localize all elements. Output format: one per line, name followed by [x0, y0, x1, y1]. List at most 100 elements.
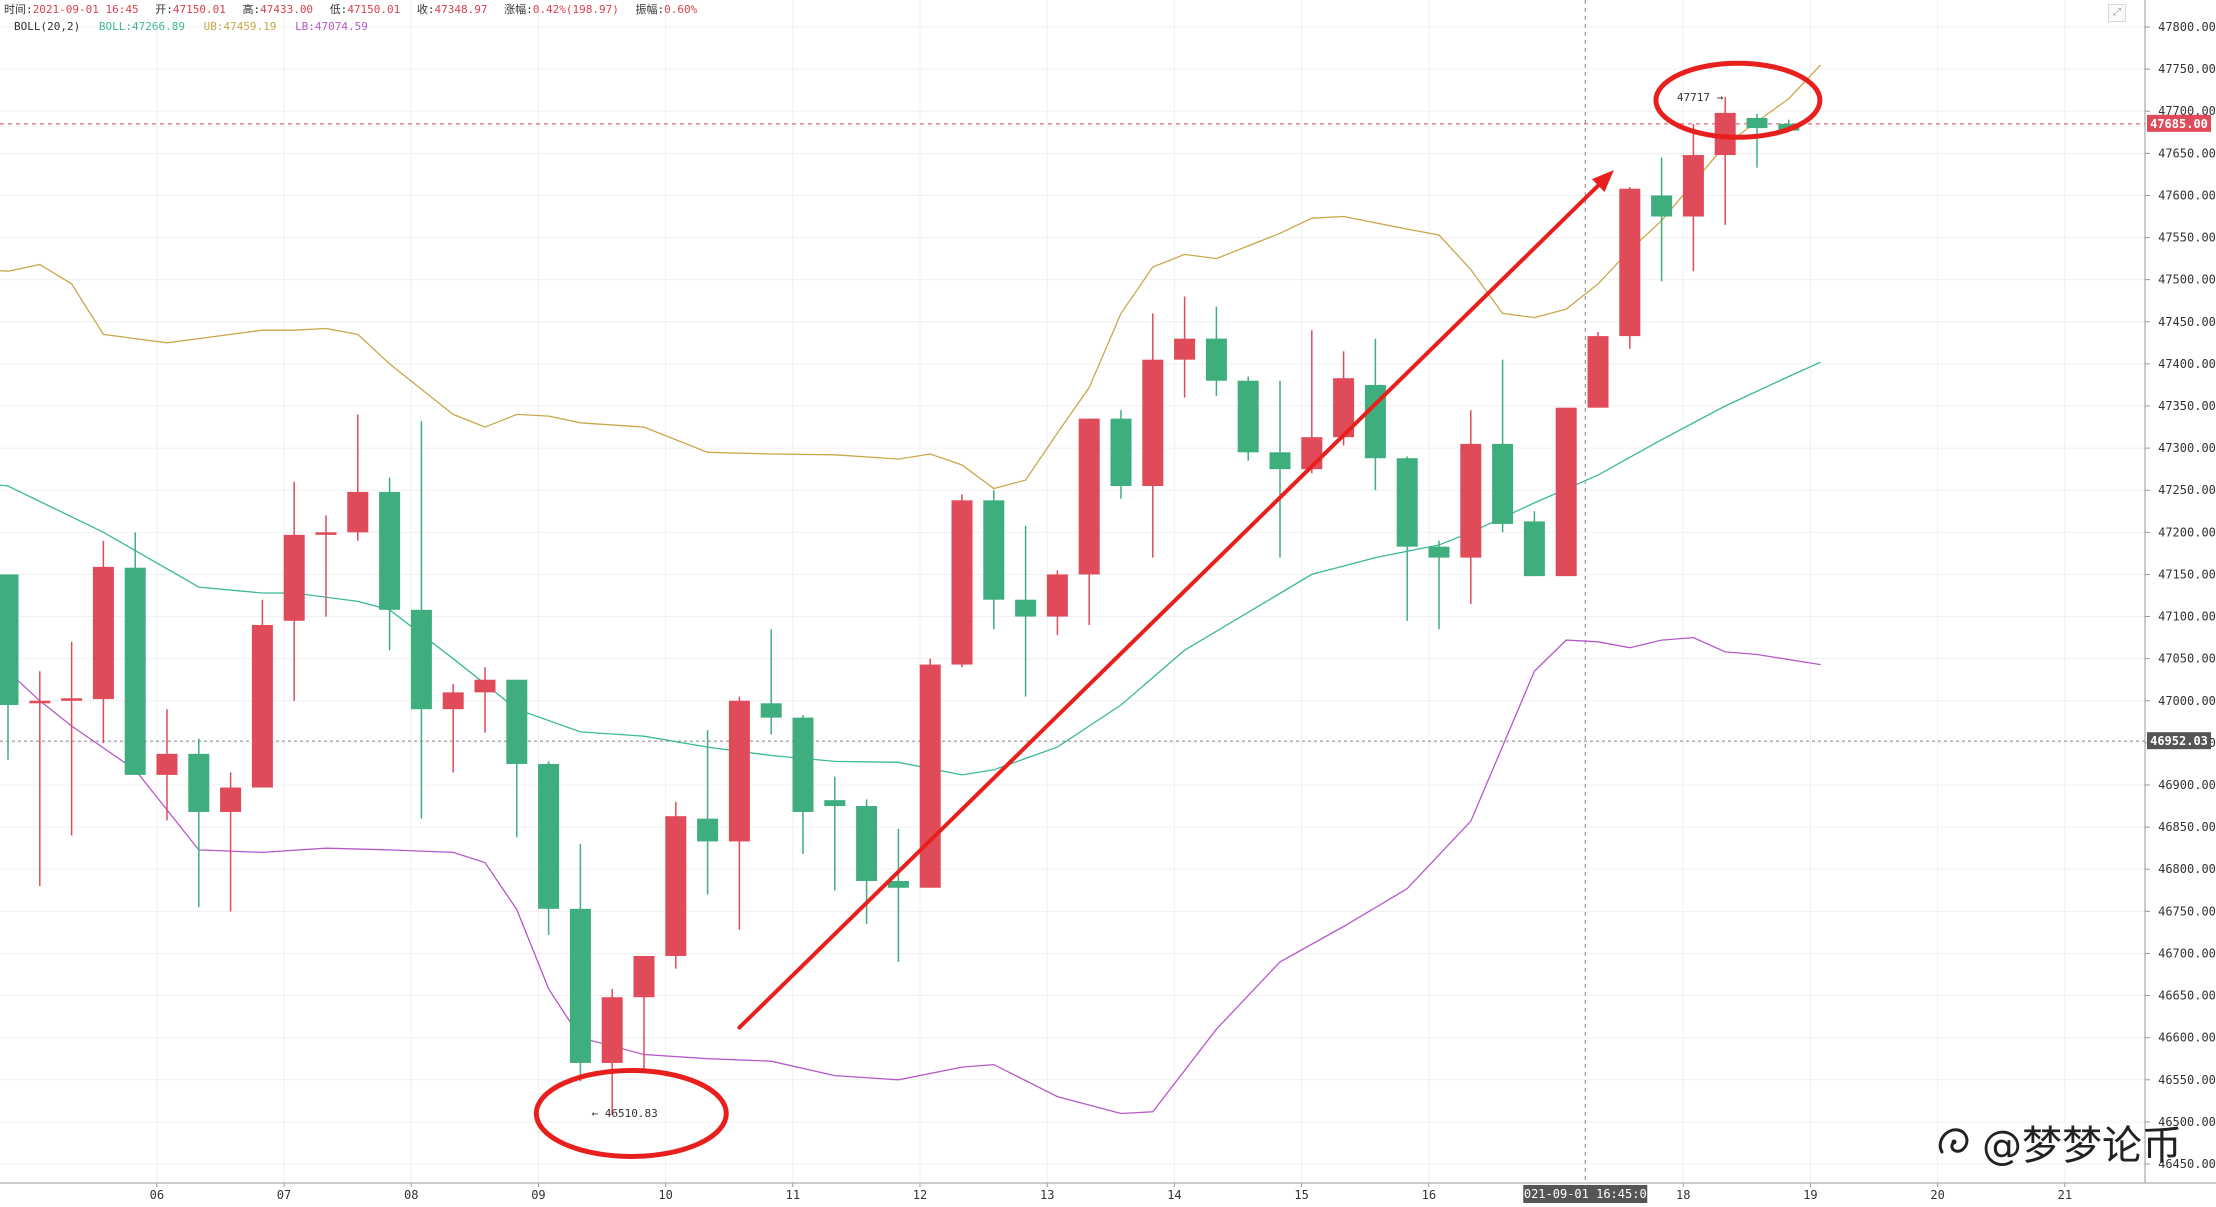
candle [379, 477, 401, 651]
x-tick-label: 08 [404, 1188, 418, 1202]
candle-body [1237, 380, 1259, 453]
x-tick-label: 11 [786, 1188, 800, 1202]
candle [1396, 456, 1418, 621]
x-axis-ticks: 06 07 08 09 10 11 12 13 14 15 16 18 19 20 21 [150, 1183, 2072, 1202]
candle-body [1142, 359, 1164, 487]
open-value: 47150.01 [172, 3, 226, 16]
x-tick-label: 21 [2058, 1188, 2072, 1202]
candle-body [1651, 195, 1673, 217]
candle [728, 696, 750, 930]
boll-legend[interactable]: BOLL(20,2) BOLL:47266.89 UB:47459.19 LB:… [14, 19, 380, 35]
y-tick-label: 47550.00 [2158, 231, 2216, 245]
x-tick-label: 15 [1294, 1188, 1308, 1202]
candle-body [379, 491, 401, 610]
candle [188, 738, 210, 908]
candle [1492, 359, 1514, 533]
candle-body [856, 806, 878, 882]
y-tick-label: 46450.00 [2158, 1157, 2216, 1171]
candle-body [347, 491, 369, 533]
expand-icon[interactable]: ⤢ [2108, 4, 2126, 22]
boll-mid-value: BOLL:47266.89 [98, 20, 185, 33]
candle-body [919, 664, 941, 888]
y-axis-ticks: 46450.00 46500.00 46550.00 46600.00 46650.00… [2145, 20, 2216, 1171]
candle [983, 490, 1005, 630]
candles [0, 96, 1800, 1116]
x-tick-label: 07 [277, 1188, 291, 1202]
boll-ub-value: UB:47459.19 [203, 20, 277, 33]
candle-body [188, 753, 210, 812]
trend-arrow-head [1591, 170, 1614, 193]
candle-body [1364, 384, 1386, 459]
candle [824, 776, 846, 891]
candle-body [1015, 599, 1037, 617]
y-tick-label: 46750.00 [2158, 904, 2216, 918]
candle-body [315, 532, 337, 535]
candle [760, 629, 782, 735]
candle [1428, 540, 1450, 630]
candle-body [1714, 112, 1736, 156]
candle-body [1078, 418, 1100, 575]
boll-upper-band [0, 64, 1822, 490]
candle [1110, 410, 1132, 499]
y-tick-label: 47800.00 [2158, 20, 2216, 34]
annotations: 47717 → ← 46510.83 [533, 60, 1823, 1159]
candle [665, 801, 687, 969]
annotation-circle [533, 1067, 729, 1159]
close-label: 收: [416, 3, 435, 16]
low-marker-label: ← 46510.83 [591, 1107, 657, 1120]
y-tick-label: 47400.00 [2158, 357, 2216, 371]
candle-body [1046, 574, 1068, 617]
candle-body [506, 679, 528, 764]
candle-body [92, 566, 114, 700]
y-tick-label: 47350.00 [2158, 399, 2216, 413]
time-value: 2021-09-01 16:45 [32, 3, 139, 16]
candle-body [1333, 378, 1355, 438]
boll-name[interactable]: BOLL(20,2) [14, 20, 81, 33]
boll-middle-band [0, 361, 1821, 776]
y-tick-label: 47450.00 [2158, 315, 2216, 329]
close-value: 47348.97 [434, 3, 488, 16]
marker-price-box [2147, 732, 2211, 750]
y-tick-label: 47600.00 [2158, 188, 2216, 202]
current-price-box [2147, 114, 2211, 132]
y-tick-label: 47700.00 [2158, 104, 2216, 118]
candle [887, 828, 909, 962]
candle-body [29, 700, 51, 704]
candle-body [1396, 458, 1418, 547]
candle [1301, 330, 1323, 474]
candle-body [697, 818, 719, 842]
current-price-label: 47685.00 [2150, 117, 2208, 131]
marker-price-label: 46952.03 [2150, 734, 2208, 748]
candle [220, 772, 242, 912]
candle-body [633, 955, 655, 998]
candle-body [1174, 338, 1196, 360]
boll-lower-band [0, 636, 1821, 1115]
crosshair-time-label: 2021-09-01 16:45:00 [1517, 1187, 1654, 1201]
high-label: 高: [242, 3, 261, 16]
candle [1682, 123, 1704, 272]
watermark-text: @梦梦论币 [1982, 1123, 2182, 1169]
candle [156, 709, 178, 821]
candle-body [728, 700, 750, 842]
candle [0, 574, 19, 760]
high-value: 47433.00 [260, 3, 314, 16]
candle [1333, 351, 1355, 446]
candle [1714, 96, 1736, 225]
candle-body [1682, 155, 1704, 217]
y-tick-label: 47300.00 [2158, 441, 2216, 455]
candle-body [601, 997, 623, 1063]
boll-lines [0, 64, 1822, 1115]
x-tick-label: 14 [1167, 1188, 1181, 1202]
candle-body [410, 609, 432, 710]
candle-body [283, 534, 305, 621]
candle [1555, 407, 1577, 577]
low-label: 低: [329, 3, 348, 16]
candle-body [1110, 418, 1132, 487]
x-tick-label: 10 [658, 1188, 672, 1202]
y-tick-label: 47500.00 [2158, 273, 2216, 287]
change-value: 0.42%(198.97) [532, 3, 619, 16]
candle [283, 481, 305, 701]
candle [538, 761, 560, 935]
